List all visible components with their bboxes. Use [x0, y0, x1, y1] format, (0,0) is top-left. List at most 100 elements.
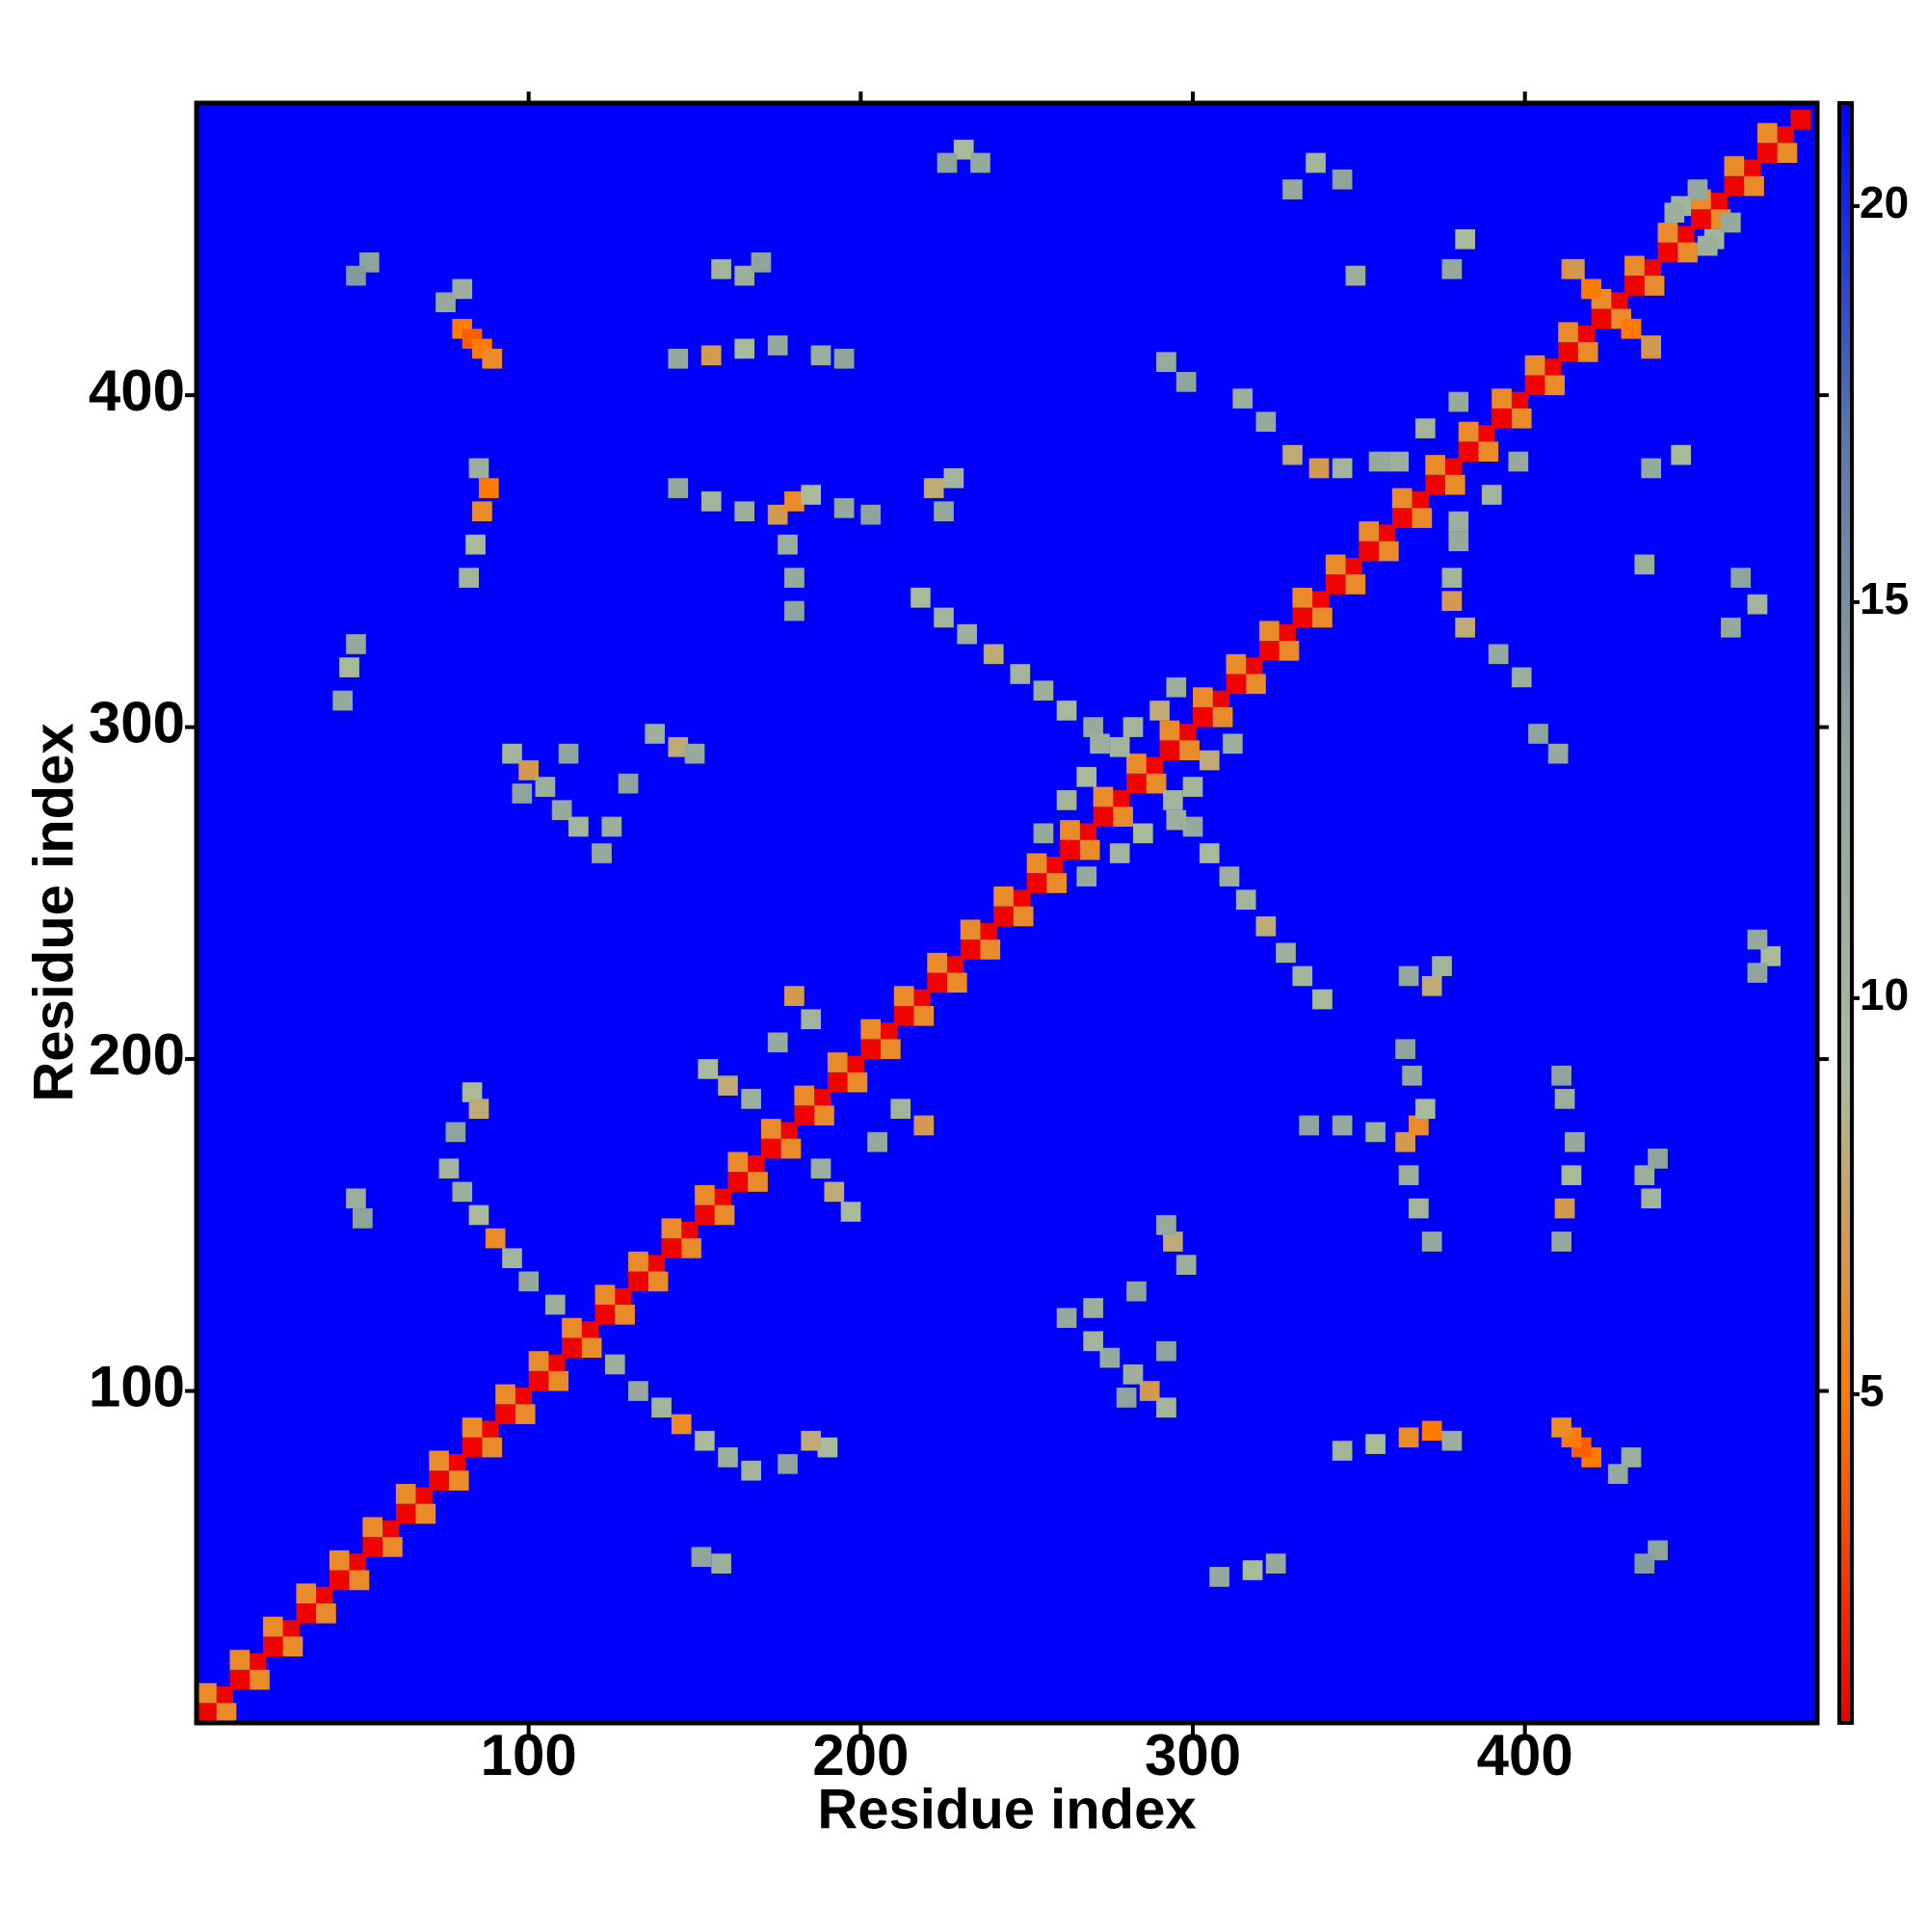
heatmap-cell [1156, 352, 1176, 373]
heatmap-cell [1143, 756, 1163, 778]
heatmap-cell [1306, 152, 1326, 173]
heatmap-cell [1199, 843, 1220, 863]
heatmap-cell [296, 1602, 317, 1624]
heatmap-cell [767, 1032, 788, 1053]
heatmap-cell [1342, 557, 1362, 578]
heatmap-cell [465, 534, 486, 555]
heatmap-cell [262, 1636, 283, 1657]
heatmap-cell [1232, 388, 1254, 409]
heatmap-cell [1756, 143, 1778, 164]
heatmap-cell [913, 1115, 935, 1136]
heatmap-cell [578, 1321, 599, 1341]
heatmap-cell [911, 587, 931, 608]
heatmap-cell [1060, 839, 1080, 860]
heatmap-cell [1033, 680, 1054, 701]
heatmap-cell [592, 843, 612, 863]
heatmap-cell [711, 1553, 731, 1574]
heatmap-cell [1332, 1115, 1353, 1136]
heatmap-cell [890, 1098, 911, 1120]
heatmap-cell [594, 1304, 616, 1325]
heatmap-cell [1455, 228, 1475, 250]
heatmap-cell [512, 783, 533, 804]
heatmap-cell [937, 152, 958, 173]
heatmap-cell [784, 568, 805, 588]
heatmap-cell [1724, 175, 1745, 197]
heatmap-cell [1641, 258, 1662, 279]
heatmap-cell [1126, 1281, 1147, 1302]
heatmap-cell [1219, 866, 1240, 887]
heatmap-cell [197, 1682, 217, 1704]
heatmap-cell [1395, 1131, 1415, 1152]
heatmap-cell [1398, 1427, 1419, 1448]
heatmap-cell [1554, 1089, 1575, 1109]
heatmap-cell [544, 1354, 566, 1375]
heatmap-cell [668, 348, 689, 369]
heatmap-cell [983, 644, 1004, 665]
heatmap-cell [778, 1453, 798, 1474]
heatmap-cell [1033, 823, 1054, 844]
heatmap-cell [618, 773, 639, 794]
heatmap-cell [1448, 391, 1469, 412]
heatmap-cell [1561, 1165, 1582, 1185]
heatmap-cell [1511, 408, 1532, 429]
heatmap-cell [923, 478, 944, 498]
heatmap-cell [1547, 743, 1569, 764]
heatmap-cell [1292, 966, 1313, 987]
heatmap-cell [615, 1304, 635, 1325]
heatmap-cell [462, 1082, 483, 1102]
heatmap-cell [748, 1172, 768, 1192]
heatmap-cell [1756, 122, 1778, 144]
heatmap-cell [960, 940, 981, 960]
y-tick-label: 200 [89, 1022, 185, 1087]
heatmap-cell [1657, 223, 1678, 243]
y-axis-title: Residue index [22, 723, 85, 1101]
heatmap-cell [1524, 375, 1545, 396]
heatmap-cell [1375, 524, 1396, 545]
heatmap-cell [1402, 1065, 1422, 1086]
heatmap-cell [1544, 375, 1566, 396]
heatmap-cell [1026, 873, 1047, 893]
heatmap-cell [1368, 451, 1389, 472]
heatmap-cell [562, 1337, 582, 1359]
heatmap-cell [352, 1208, 373, 1229]
heatmap-cell [953, 139, 974, 160]
heatmap-cell [711, 1188, 731, 1209]
heatmap-cell [296, 1583, 317, 1603]
heatmap-cell [1565, 1131, 1585, 1152]
heatmap-cell [760, 1119, 781, 1139]
heatmap-cell [1083, 717, 1103, 737]
heatmap-cell [1414, 1098, 1436, 1120]
heatmap-cell [860, 1039, 882, 1060]
heatmap-cell [1179, 740, 1200, 761]
heatmap-cell [801, 1009, 821, 1030]
heatmap-cell [544, 1294, 566, 1315]
heatmap-cell [1707, 193, 1728, 213]
heatmap-cell [1491, 388, 1512, 409]
heatmap-cell [1591, 308, 1612, 330]
heatmap-cell [1641, 335, 1662, 356]
heatmap-cell [1577, 342, 1598, 362]
heatmap-cell [1747, 963, 1768, 983]
heatmap-cell [714, 1204, 735, 1226]
heatmap-cell [1511, 667, 1532, 688]
heatmap-cell [1621, 318, 1642, 339]
heatmap-cell [1282, 444, 1303, 465]
heatmap-cell [1395, 1039, 1415, 1060]
heatmap-cell [518, 760, 540, 781]
heatmap-cell [1551, 1417, 1571, 1438]
heatmap-cell [468, 1204, 489, 1226]
x-axis-title: Residue index [817, 1778, 1196, 1840]
heatmap-cell [827, 1072, 848, 1093]
heatmap-cell [1242, 1560, 1263, 1580]
heatmap-cell [1083, 1298, 1103, 1318]
heatmap-cell [518, 1271, 540, 1292]
heatmap-cell [651, 1397, 672, 1418]
heatmap-cell [1528, 724, 1548, 744]
heatmap-cell [1421, 975, 1442, 996]
heatmap-cell [346, 265, 366, 286]
heatmap-cell [438, 1158, 460, 1179]
heatmap-cell [262, 1616, 283, 1637]
heatmap-cell [1777, 143, 1798, 164]
heatmap-cell [1226, 674, 1247, 695]
heatmap-cell [1013, 906, 1034, 927]
